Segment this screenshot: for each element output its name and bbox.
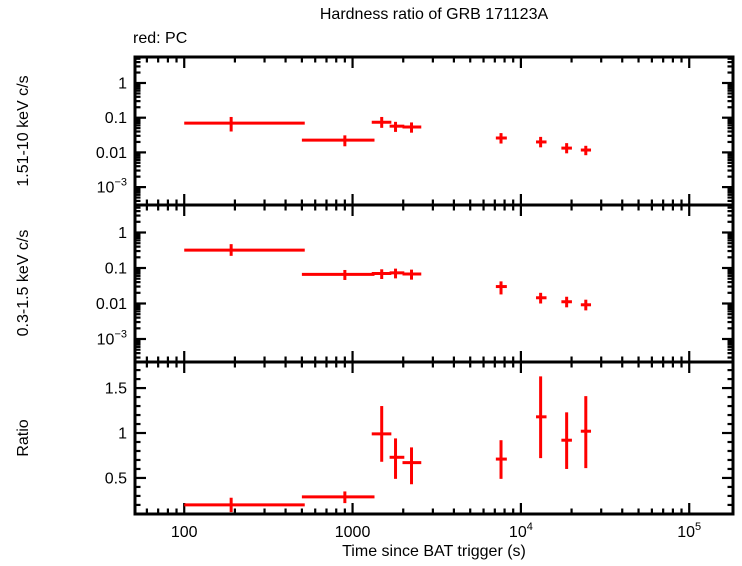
soft-band-data-points [184, 244, 592, 311]
xtick-label: 105 [677, 521, 701, 541]
ytick-label: 0.01 [96, 296, 127, 313]
hard-band-data-points [184, 116, 592, 156]
ytick-label: 0.5 [105, 470, 127, 487]
xtick-label: 1000 [335, 524, 371, 541]
xtick-label: 100 [171, 524, 198, 541]
ytick-label: 1 [118, 225, 127, 242]
chart-title: Hardness ratio of GRB 171123A [319, 6, 549, 23]
ytick-label: 10−3 [97, 329, 127, 349]
x-axis-label: Time since BAT trigger (s) [342, 543, 526, 560]
xtick-label: 104 [509, 521, 533, 541]
ytick-label: 0.1 [105, 110, 127, 127]
ytick-label: 1.5 [105, 381, 127, 398]
ytick-label: 1 [118, 426, 127, 443]
y-axis-label-ratio: Ratio [15, 419, 32, 457]
ytick-label: 1 [118, 75, 127, 92]
ratio-data-points [184, 376, 592, 513]
y-axis-label-soft-band: 0.3-1.5 keV c/s [15, 229, 32, 337]
panel-soft-band [133, 203, 735, 364]
mode-legend: red: PC [133, 30, 188, 47]
ytick-label: 0.01 [96, 145, 127, 162]
ytick-label: 10−3 [97, 177, 127, 197]
panel-ratio [133, 360, 735, 516]
panel-hard-band [133, 55, 735, 207]
y-axis-label-hard-band: 1.51-10 keV c/s [15, 75, 32, 187]
ytick-label: 0.1 [105, 260, 127, 277]
